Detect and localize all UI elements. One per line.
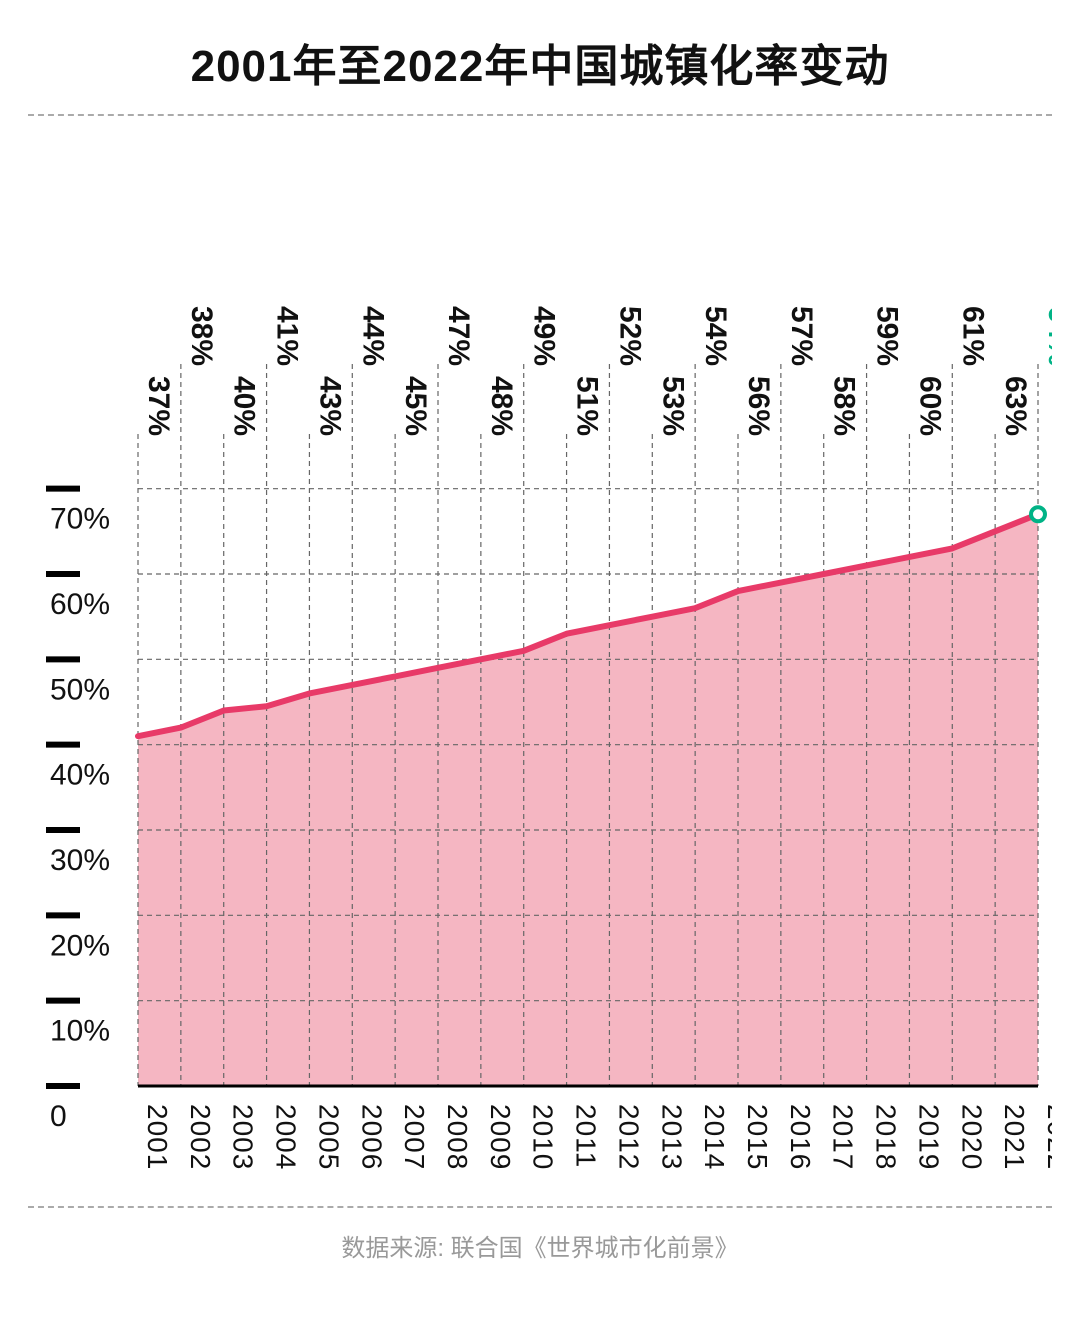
x-tick-label: 2010 [528,1104,559,1170]
value-label: 49% [528,306,561,366]
y-tick-label: 40% [50,759,110,792]
value-label: 59% [871,306,904,366]
x-tick-label: 2008 [442,1104,473,1170]
x-tick-label: 2001 [142,1104,173,1170]
x-tick-label: 2003 [228,1104,259,1170]
x-tick-label: 2016 [785,1104,816,1170]
x-tick-label: 2019 [913,1104,944,1170]
x-tick-label: 2022 [1042,1104,1052,1170]
value-label: 47% [442,306,475,366]
value-label: 43% [313,376,346,436]
value-label: 38% [185,306,218,366]
value-label: 53% [656,376,689,436]
value-label: 40% [228,376,261,436]
y-tick-label: 70% [50,503,110,536]
x-tick-label: 2007 [399,1104,430,1170]
value-label: 45% [399,376,432,436]
x-tick-label: 2014 [699,1104,730,1170]
value-label: 51% [571,376,604,436]
x-tick-label: 2012 [613,1104,644,1170]
x-tick-label: 2017 [828,1104,859,1170]
y-tick-label: 60% [50,588,110,621]
page: 2001年至2022年中国城镇化率变动 0 10% 20% 30% 40% 50% 60% 7… [0,0,1080,1332]
x-tick-label: 2015 [742,1104,773,1170]
chart-title: 2001年至2022年中国城镇化率变动 [0,0,1080,114]
highlight-marker [1031,507,1045,521]
x-tick-label: 2020 [956,1104,987,1170]
value-label-highlight: 64% [1042,306,1052,366]
y-tick-label: 50% [50,673,110,706]
value-label: 56% [742,376,775,436]
source-text: 数据来源: 联合国《世界城市化前景》 [0,1208,1080,1263]
y-tick-label: 0 [50,1100,67,1133]
value-label: 61% [956,306,989,366]
value-label: 37% [142,376,175,436]
value-label: 63% [999,376,1032,436]
value-label: 41% [271,306,304,366]
value-label: 58% [828,376,861,436]
y-tick-label: 30% [50,844,110,877]
x-tick-label: 2009 [485,1104,516,1170]
value-label: 48% [485,376,518,436]
y-tick-label: 20% [50,929,110,962]
value-label: 44% [356,306,389,366]
x-tick-label: 2013 [656,1104,687,1170]
area-chart: 0 10% 20% 30% 40% 50% 60% 70% 2001 2002 2003 2004 20… [28,116,1052,1206]
x-tick-label: 2021 [999,1104,1030,1170]
y-tick-label: 10% [50,1015,110,1048]
chart-container: 0 10% 20% 30% 40% 50% 60% 70% 2001 2002 2003 2004 20… [28,116,1052,1206]
x-tick-label: 2011 [571,1104,602,1168]
x-tick-label: 2005 [313,1104,344,1170]
x-tick-label: 2002 [185,1104,216,1170]
value-label: 60% [913,376,946,436]
value-label: 52% [613,306,646,366]
value-label: 57% [785,306,818,366]
x-tick-label: 2006 [356,1104,387,1170]
x-tick-label: 2004 [271,1104,302,1170]
value-label: 54% [699,306,732,366]
x-tick-label: 2018 [871,1104,902,1170]
